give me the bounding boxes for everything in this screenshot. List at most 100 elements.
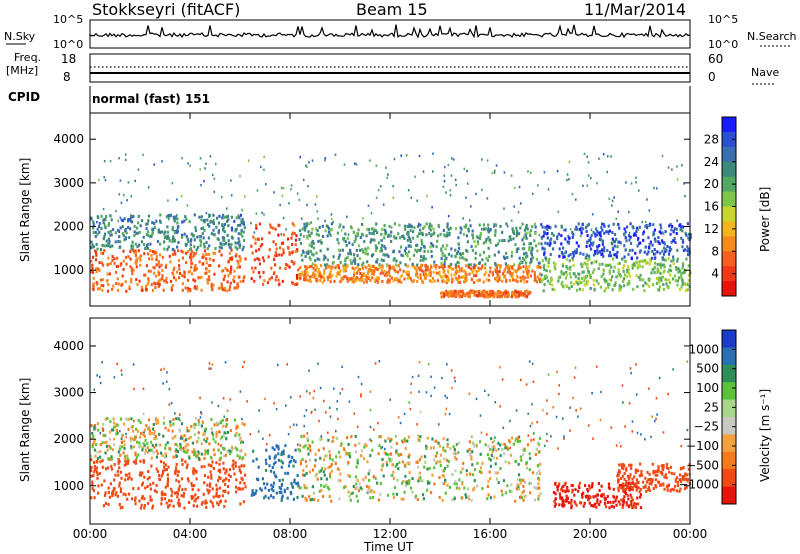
data-cell — [522, 453, 525, 457]
data-cell — [131, 220, 134, 224]
data-cell — [648, 482, 651, 486]
data-cell — [169, 420, 172, 424]
data-cell — [578, 280, 581, 284]
data-cell — [671, 168, 673, 171]
data-cell — [225, 215, 228, 219]
data-cell — [314, 259, 317, 263]
data-cell — [452, 278, 455, 282]
data-cell — [118, 503, 121, 506]
data-cell — [142, 235, 145, 239]
data-cell — [524, 480, 527, 484]
data-cell — [106, 242, 110, 246]
data-cell — [336, 238, 339, 242]
data-cell — [509, 419, 511, 423]
data-cell — [125, 289, 128, 293]
data-cell — [114, 473, 117, 477]
data-cell — [513, 278, 516, 282]
data-cell — [443, 233, 446, 237]
data-cell — [445, 275, 448, 278]
data-cell — [654, 478, 657, 482]
data-cell — [91, 263, 94, 267]
data-cell — [122, 451, 125, 455]
data-cell — [487, 273, 490, 277]
data-cell — [489, 270, 492, 274]
data-cell — [593, 232, 596, 236]
data-cell — [409, 237, 412, 241]
data-cell — [161, 490, 164, 494]
data-cell — [586, 259, 589, 262]
data-cell — [636, 431, 639, 435]
data-cell — [582, 184, 584, 187]
data-cell — [211, 220, 215, 224]
data-cell — [426, 481, 430, 485]
data-cell — [139, 459, 142, 463]
data-cell — [596, 498, 599, 502]
data-cell — [119, 430, 121, 433]
data-cell — [177, 241, 180, 244]
colorbar-swatch — [722, 251, 736, 267]
data-cell — [104, 179, 107, 182]
data-cell — [609, 278, 613, 282]
data-cell — [488, 470, 491, 474]
data-cell — [603, 231, 606, 235]
data-cell — [396, 270, 399, 274]
data-cell — [179, 419, 181, 422]
data-cell — [687, 247, 690, 251]
data-cell — [513, 268, 516, 272]
data-cell — [176, 492, 179, 496]
data-cell — [178, 264, 181, 268]
data-cell — [543, 283, 546, 287]
data-cell — [672, 262, 675, 266]
data-cell — [215, 430, 218, 434]
data-cell — [278, 253, 281, 257]
data-cell — [119, 263, 122, 267]
data-cell — [311, 159, 314, 162]
data-cell — [423, 272, 427, 276]
data-cell — [531, 422, 533, 425]
data-cell — [113, 487, 116, 491]
data-cell — [659, 276, 662, 280]
data-cell — [433, 466, 436, 470]
data-cell — [684, 288, 688, 292]
data-cell — [635, 478, 638, 482]
data-cell — [633, 482, 636, 486]
data-cell — [254, 266, 257, 270]
data-band — [250, 444, 300, 502]
data-cell — [151, 257, 154, 261]
data-cell — [502, 426, 505, 429]
data-cell — [185, 243, 188, 247]
data-cell — [612, 222, 615, 226]
data-cell — [493, 495, 496, 499]
data-cell — [228, 285, 232, 289]
data-cell — [229, 256, 232, 260]
data-cell — [141, 483, 144, 487]
data-cell — [362, 261, 365, 265]
data-cell — [522, 275, 525, 279]
data-cell — [450, 174, 453, 177]
data-cell — [176, 226, 179, 230]
data-cell — [99, 278, 103, 282]
data-cell — [502, 273, 505, 277]
data-cell — [521, 261, 524, 264]
data-cell — [563, 499, 567, 503]
data-cell — [664, 247, 667, 251]
data-cell — [306, 270, 309, 274]
data-cell — [112, 228, 115, 232]
data-cell — [469, 452, 472, 456]
data-cell — [560, 486, 564, 490]
data-cell — [587, 161, 590, 164]
data-cell — [496, 263, 499, 267]
data-cell — [394, 277, 397, 281]
data-cell — [136, 245, 139, 249]
data-cell — [521, 247, 524, 251]
data-cell — [387, 271, 390, 274]
data-cell — [187, 287, 190, 290]
data-cell — [466, 291, 469, 295]
data-cell — [323, 473, 326, 477]
data-cell — [356, 486, 359, 490]
data-cell — [417, 266, 420, 270]
data-cell — [553, 240, 556, 244]
data-cell — [517, 478, 520, 482]
data-cell — [408, 257, 412, 261]
data-cell — [356, 276, 359, 280]
